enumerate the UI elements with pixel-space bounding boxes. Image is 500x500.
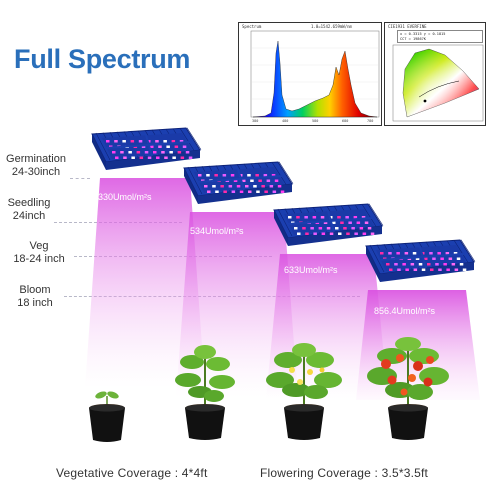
lamp-body-graphic: [91, 127, 202, 170]
stage-name: Germination: [6, 153, 66, 165]
stage-height: 18-24 inch: [13, 253, 65, 265]
ppfd-label: 330Umol/m²s: [98, 192, 152, 202]
lamp-body-graphic: [273, 203, 384, 246]
svg-text:480: 480: [282, 119, 288, 123]
svg-text:680: 680: [342, 119, 348, 123]
ppfd-label: 534Umol/m²s: [190, 226, 244, 236]
cie-cct: CCT = 19867K: [400, 37, 426, 41]
grow-light-lamp: [358, 238, 476, 288]
svg-text:380: 380: [252, 119, 258, 123]
page-title: Full Spectrum: [14, 44, 191, 74]
stage-guide-line: [70, 178, 90, 179]
stage-veg: Veg 18-24 inch: [4, 240, 74, 266]
lamp-body-graphic: [183, 161, 294, 204]
cie-info-box: x = 0.3315 y = 0.1815 CCT = 19867K: [397, 30, 483, 43]
spectrum-header-right: 1.0=1542.659mW/nm: [311, 24, 352, 29]
stage-name: Veg: [29, 240, 49, 252]
spectrum-panel: 380 480 580 680 780 Spectrum 1.0=1542.659mW/…: [238, 22, 382, 126]
ppfd-label: 856.4Umol/m²s: [374, 306, 436, 316]
stage-name: Seedling: [7, 197, 51, 209]
stage-germination: Germination 24-30inch: [4, 153, 68, 179]
stage-seedling: Seedling 24inch: [4, 197, 54, 223]
svg-text:780: 780: [367, 119, 373, 123]
veg-plant-pot: [170, 342, 240, 442]
seedling-plant-pot: [82, 388, 132, 444]
vegetative-coverage: Vegetative Coverage : 4*4ft: [56, 466, 208, 480]
spectrum-header-left: Spectrum: [242, 24, 262, 29]
stage-height: 18 inch: [17, 297, 53, 309]
fruiting-plant-pot: [366, 334, 450, 442]
cie-coords: x = 0.3315 y = 0.1815: [400, 32, 446, 36]
stage-height: 24-30inch: [11, 166, 61, 178]
spectrum-graph: 380 480 580 680 780: [250, 30, 380, 123]
lamp-body-graphic: [365, 239, 476, 282]
grow-light-lamp: [266, 202, 384, 252]
stage-height: 24inch: [12, 210, 46, 222]
flowering-coverage: Flowering Coverage : 3.5*3.5ft: [260, 466, 429, 480]
grow-light-lamp: [176, 160, 294, 210]
light-beam: [85, 178, 205, 388]
svg-text:580: 580: [312, 119, 318, 123]
cie-panel: CIE1931 EVERFINE x = 0.3315 y = 0.1815 C…: [384, 22, 486, 126]
stage-bloom: Bloom 18 inch: [10, 284, 60, 310]
flowering-plant-pot: [264, 342, 344, 442]
grow-light-lamp: [84, 126, 202, 176]
cie-header: CIE1931 EVERFINE: [388, 24, 427, 29]
ppfd-label: 633Umol/m²s: [284, 265, 338, 275]
cie-diagram: [392, 44, 484, 122]
stage-name: Bloom: [19, 284, 51, 296]
